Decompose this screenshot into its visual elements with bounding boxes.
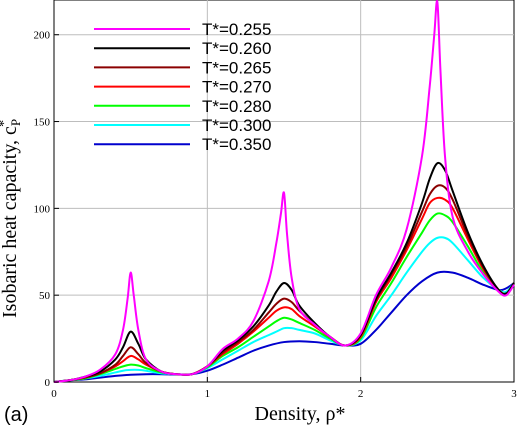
series-line-t-0-300	[53, 236, 515, 383]
y-axis-title-sub: P	[8, 119, 23, 126]
series-lines	[53, 0, 515, 383]
y-axis-title-sup: *	[0, 120, 12, 127]
series-line-t-0-255	[53, 0, 515, 383]
grid-lines	[54, 0, 514, 382]
x-axis-title: Density, ρ*	[255, 403, 346, 425]
legend-label: T*=0.260	[202, 39, 271, 58]
series-line-t-0-350	[53, 270, 515, 383]
legend: T*=0.255T*=0.260T*=0.265T*=0.270T*=0.280…	[94, 20, 271, 154]
axis-ticks: 0 1 2 3 0 50 100 150 200	[34, 30, 517, 400]
x-tick-label: 2	[358, 388, 364, 400]
x-tick-label: 1	[205, 388, 211, 400]
y-tick-label: 100	[34, 203, 51, 215]
legend-label: T*=0.280	[202, 97, 271, 116]
series-line-t-0-265	[53, 184, 515, 383]
y-tick-label: 50	[39, 290, 51, 302]
y-tick-label: 200	[34, 30, 51, 42]
legend-label: T*=0.270	[202, 78, 271, 97]
panel-label: (a)	[4, 404, 28, 426]
y-axis-title-main: Isobaric heat capacity, c	[0, 126, 21, 318]
x-tick-label: 0	[51, 388, 57, 400]
y-axis-title-group: Isobaric heat capacity, cP*	[0, 119, 23, 318]
series-line-t-0-270	[53, 196, 515, 383]
y-axis-title: Isobaric heat capacity, cP*	[0, 119, 23, 318]
legend-label: T*=0.265	[202, 58, 271, 77]
y-tick-label: 150	[34, 117, 51, 129]
legend-label: T*=0.255	[202, 20, 271, 39]
x-tick-label: 3	[511, 388, 517, 400]
series-line-t-0-260	[53, 161, 515, 383]
y-tick-label: 0	[45, 377, 51, 389]
legend-label: T*=0.350	[202, 135, 271, 154]
series-line-t-0-280	[53, 212, 515, 383]
legend-label: T*=0.300	[202, 116, 271, 135]
